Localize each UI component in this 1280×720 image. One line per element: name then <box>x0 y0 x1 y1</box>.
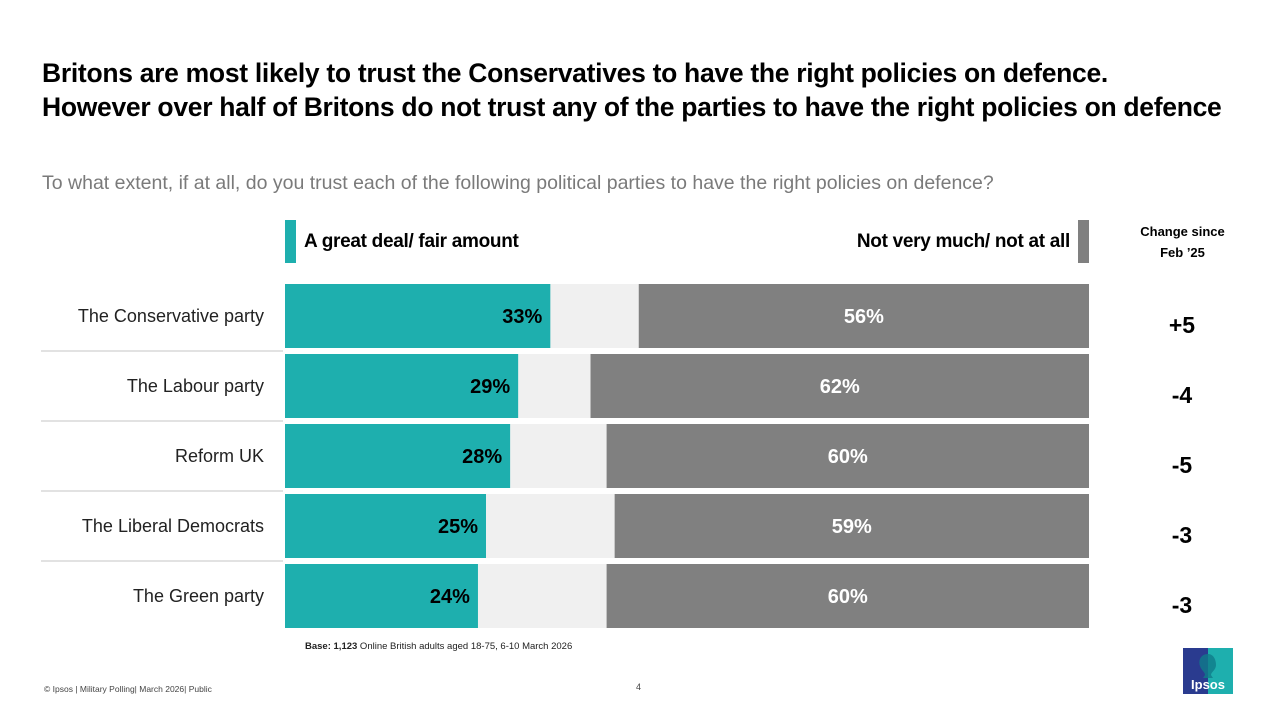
base-label: Base: <box>305 641 334 652</box>
legend-positive: A great deal/ fair amount <box>285 220 519 263</box>
bar-positive <box>285 284 551 348</box>
bar-positive <box>285 564 478 628</box>
base-note: Base: 1,123 Online British adults aged 1… <box>305 641 572 652</box>
logo-text: Ipsos <box>1191 677 1225 692</box>
slide-title: Britons are most likely to trust the Con… <box>42 58 1222 122</box>
bar-negative <box>590 354 1089 418</box>
bar-negative <box>638 284 1089 348</box>
data-label-positive: 25% <box>438 516 478 538</box>
legend-label-positive: A great deal/ fair amount <box>304 230 519 252</box>
base-text: Online British adults aged 18-75, 6-10 M… <box>357 641 573 652</box>
legend-label-negative: Not very much/ not at all <box>856 230 1070 252</box>
category-label: The Green party <box>133 586 264 606</box>
change-value: +5 <box>1169 312 1195 338</box>
change-value: -3 <box>1172 522 1192 548</box>
legend-negative: Not very much/ not at all <box>857 220 1089 263</box>
data-label-negative: 62% <box>820 376 860 398</box>
question-subtitle: To what extent, if at all, do you trust … <box>42 172 994 194</box>
base-count: 1,123 <box>333 641 358 652</box>
data-label-negative: 59% <box>832 516 872 538</box>
data-label-positive: 29% <box>470 376 510 398</box>
change-value: -5 <box>1172 452 1193 478</box>
bar-negative <box>606 424 1089 488</box>
page-number: 4 <box>636 682 642 692</box>
data-label-negative: 56% <box>844 306 884 328</box>
category-label: The Conservative party <box>78 306 264 326</box>
change-value: -3 <box>1172 592 1192 618</box>
change-header-line2: Feb ’25 <box>1160 245 1205 260</box>
category-label: The Labour party <box>127 376 264 396</box>
change-header-line1: Change since <box>1140 224 1225 239</box>
bar-negative <box>606 564 1089 628</box>
data-label-positive: 24% <box>430 586 470 608</box>
data-label-negative: 60% <box>828 446 868 468</box>
bar-positive <box>285 494 486 558</box>
data-label-positive: 33% <box>502 306 542 328</box>
bar-positive <box>285 424 511 488</box>
change-column-header: Change since Feb ’25 <box>1130 221 1235 263</box>
category-label: Reform UK <box>175 446 264 466</box>
legend-swatch-negative <box>1078 220 1089 263</box>
data-label-positive: 28% <box>462 446 502 468</box>
change-value: -4 <box>1172 382 1193 408</box>
category-label: The Liberal Democrats <box>82 516 264 536</box>
footer-copyright: © Ipsos | Military Polling| March 2026| … <box>44 684 212 694</box>
legend-swatch-positive <box>285 220 296 263</box>
ipsos-logo: Ipsos <box>1183 648 1233 694</box>
data-label-negative: 60% <box>828 586 868 608</box>
bar-positive <box>285 354 519 418</box>
bar-negative <box>614 494 1089 558</box>
